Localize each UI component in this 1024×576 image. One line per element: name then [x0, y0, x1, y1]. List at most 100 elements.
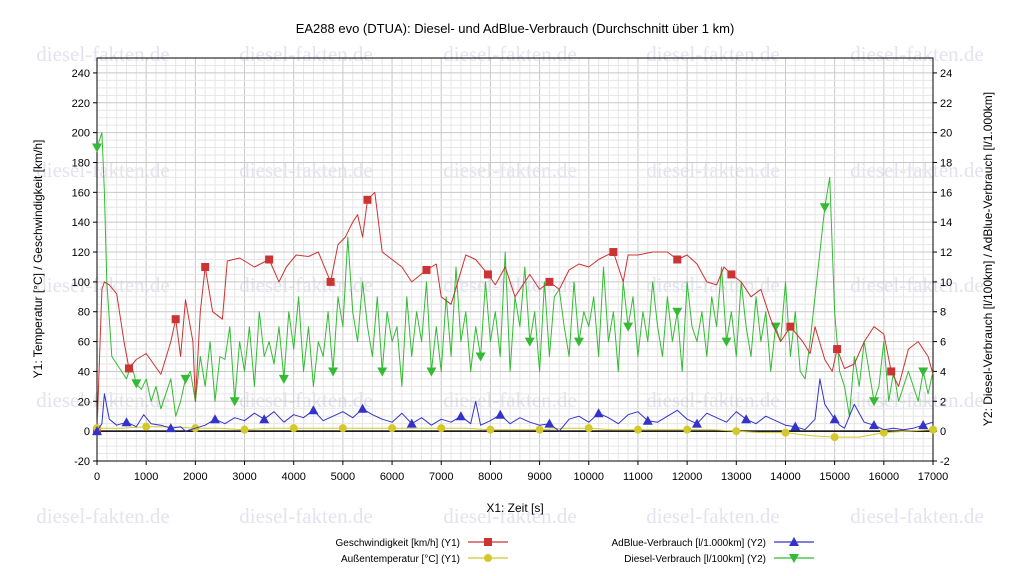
watermark-2-4: diesel-fakten.de: [850, 273, 984, 297]
x-tick-label: 11000: [623, 471, 653, 483]
y-right-tick-label: 24: [940, 68, 952, 80]
series-point-2: [308, 405, 319, 415]
series-point-0: [171, 315, 180, 324]
series-point-0: [326, 277, 335, 286]
y-left-tick-label: 200: [72, 128, 90, 140]
watermark-0-4: diesel-fakten.de: [850, 42, 984, 66]
series-point-3: [475, 352, 486, 362]
watermark-4-3: diesel-fakten.de: [646, 504, 780, 528]
watermark-3-1: diesel-fakten.de: [239, 388, 373, 412]
y-left-tick-label: 40: [78, 366, 90, 378]
series-point-3: [229, 397, 240, 407]
series-point-0: [545, 277, 554, 286]
series-point-2: [544, 418, 555, 428]
series-point-1: [437, 424, 446, 433]
series-point-3: [819, 203, 830, 213]
legend-marker-3: [789, 554, 799, 563]
chart-title: EA288 evo (DTUA): Diesel- und AdBlue-Ver…: [296, 21, 735, 36]
series-point-2: [210, 414, 221, 424]
y-right-tick-label: 14: [940, 217, 952, 229]
y-right-tick-label: 2: [940, 396, 946, 408]
y-right-tick-label: 22: [940, 98, 952, 110]
y-axis-left-ticks: -20 0 20 40 60 80 100 120 140 160 180 200 220 240: [72, 68, 97, 468]
series-point-3: [672, 307, 683, 317]
series-layer: [92, 132, 937, 442]
series-point-0: [124, 364, 133, 373]
y-left-tick-label: 240: [72, 68, 90, 80]
series-point-2: [741, 414, 752, 424]
x-tick-label: 12000: [672, 471, 703, 483]
series-point-3: [278, 374, 289, 384]
x-axis-ticks: 0 1000 2000 3000 4000 5000 6000 7000 8000 9000 100…: [94, 461, 948, 483]
y-right-tick-label: 4: [940, 366, 946, 378]
y-right-tick-label: 0: [940, 426, 946, 438]
series-point-1: [732, 427, 741, 436]
legend-label-1: Außentemperatur [°C] (Y1): [341, 554, 460, 565]
x-tick-label: 3000: [232, 471, 256, 483]
x-tick-label: 1000: [134, 471, 158, 483]
legend: Geschwindigkeit [km/h] (Y1) Außentemperat…: [336, 537, 814, 565]
series-point-1: [289, 424, 298, 433]
series-point-2: [259, 414, 270, 424]
y-left-tick-label: 220: [72, 98, 90, 110]
series-point-0: [609, 248, 618, 257]
series-line-1: [97, 426, 934, 438]
series-point-2: [495, 409, 506, 419]
series-point-2: [357, 403, 368, 413]
series-point-0: [673, 255, 682, 264]
series-point-0: [727, 270, 736, 279]
x-tick-label: 16000: [869, 471, 900, 483]
series-point-1: [683, 425, 692, 434]
series-point-0: [201, 262, 210, 271]
series-point-2: [790, 421, 801, 431]
watermark-4-1: diesel-fakten.de: [239, 504, 373, 528]
watermark-2-3: diesel-fakten.de: [646, 273, 780, 297]
series-point-1: [535, 425, 544, 434]
series-point-3: [721, 337, 732, 347]
series-point-3: [180, 374, 191, 384]
y-left-tick-label: -20: [74, 456, 90, 468]
series-point-1: [929, 425, 937, 434]
series-point-3: [524, 337, 535, 347]
series-point-1: [142, 422, 151, 431]
y-right-tick-label: 12: [940, 247, 952, 259]
x-tick-label: 2000: [183, 471, 207, 483]
series-point-0: [833, 345, 842, 354]
x-tick-label: 15000: [819, 471, 850, 483]
watermark-4-4: diesel-fakten.de: [850, 504, 984, 528]
legend-marker-1: [484, 554, 492, 562]
legend-label-0: Geschwindigkeit [km/h] (Y1): [336, 538, 461, 549]
series-point-1: [388, 424, 397, 433]
watermark-4-0: diesel-fakten.de: [36, 504, 170, 528]
series-line-3: [96, 132, 934, 417]
watermark-0-0: diesel-fakten.de: [36, 42, 170, 66]
y-left-tick-label: 80: [78, 307, 90, 319]
series-point-3: [426, 367, 437, 377]
grid: [96, 57, 934, 462]
series-point-1: [781, 428, 790, 437]
y-left-tick-label: 120: [72, 247, 90, 259]
x-tick-label: 10000: [573, 471, 604, 483]
y-right-tick-label: 18: [940, 157, 952, 169]
series-point-0: [363, 195, 372, 204]
series-point-1: [879, 428, 888, 437]
series-point-1: [338, 424, 347, 433]
series-1: [93, 422, 937, 442]
legend-label-2: AdBlue-Verbrauch [l/1.000km] (Y2): [611, 538, 766, 549]
series-point-3: [377, 367, 388, 377]
x-tick-label: 13000: [721, 471, 752, 483]
series-point-2: [868, 420, 879, 430]
series-3: [92, 132, 934, 417]
series-point-3: [623, 322, 634, 332]
x-tick-label: 6000: [380, 471, 404, 483]
y-left-tick-label: 140: [72, 217, 90, 229]
x-tick-label: 7000: [429, 471, 453, 483]
series-point-2: [829, 414, 840, 424]
series-point-2: [593, 408, 604, 418]
series-point-0: [265, 255, 274, 264]
series-point-2: [642, 415, 653, 425]
series-point-2: [691, 418, 702, 428]
series-point-2: [406, 418, 417, 428]
series-point-3: [92, 143, 102, 153]
